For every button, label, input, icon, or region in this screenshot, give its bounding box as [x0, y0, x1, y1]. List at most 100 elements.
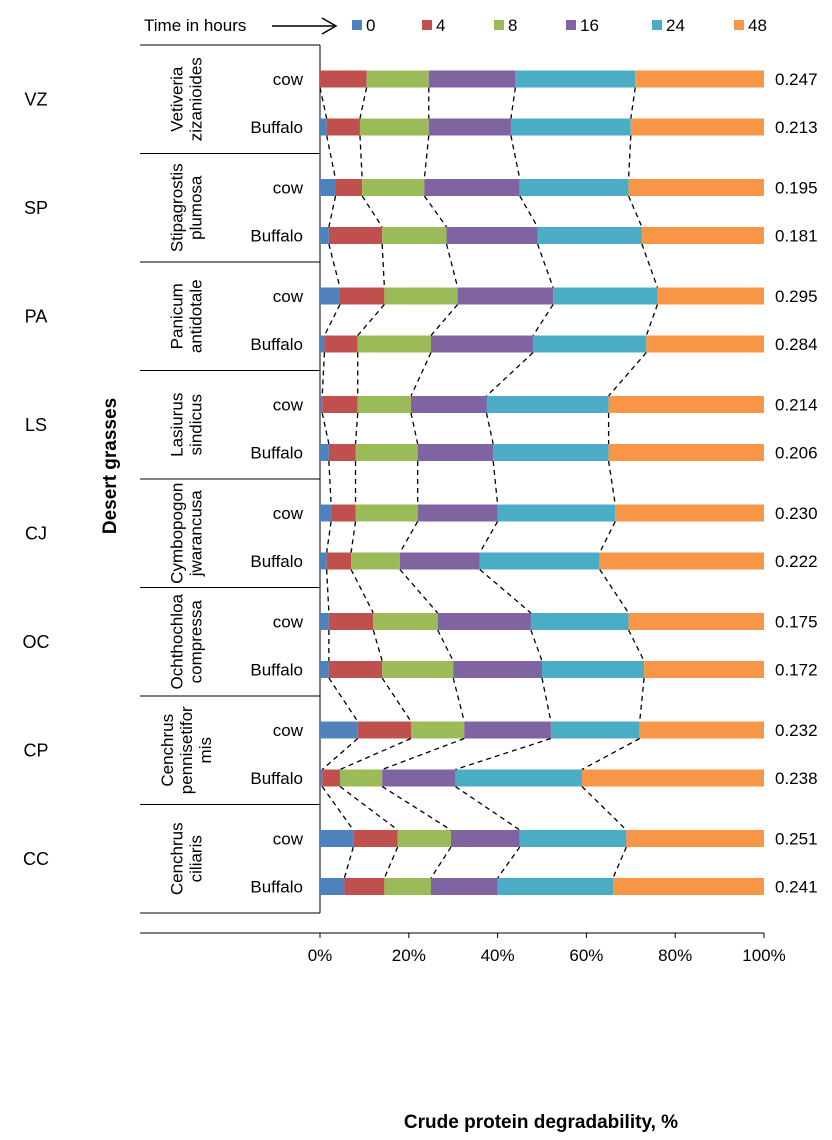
connector-dash — [423, 135, 430, 180]
bar-segment-PA-Buffalo-h48 — [646, 335, 764, 353]
connector-dash — [372, 629, 383, 662]
bar-segment-CC-cow-h16 — [450, 830, 520, 847]
bar-animal-label: cow — [273, 287, 304, 306]
bar-segment-LS-cow-h24 — [486, 396, 609, 413]
bar-segment-CJ-cow-h48 — [615, 504, 764, 522]
legend-label-0: 0 — [366, 16, 375, 35]
group-code: OC — [23, 632, 50, 652]
bar-animal-label: cow — [273, 396, 304, 415]
connector-dash — [323, 304, 341, 336]
bar-segment-CC-Buffalo-h48 — [613, 878, 764, 895]
connector-dash — [381, 785, 452, 831]
group-species-name: Cymbopogonjwarancusa — [168, 483, 206, 584]
bar-segment-CP-Buffalo-h24 — [455, 769, 582, 787]
bar-segment-LS-Buffalo-h48 — [608, 444, 764, 461]
bar-segment-VZ-cow-h48 — [635, 70, 764, 88]
group-species-name: Stipagrostisplumosa — [168, 163, 206, 252]
bar-animal-label: Buffalo — [250, 878, 303, 897]
bar-segment-VZ-Buffalo-h24 — [510, 118, 631, 136]
bar-segment-OC-cow-h48 — [628, 613, 764, 630]
connector-dash — [423, 195, 448, 228]
bar-value-label: 0.251 — [775, 830, 818, 849]
bar-animal-label: Buffalo — [250, 769, 303, 788]
connector-dash — [339, 785, 399, 831]
bar-value-label: 0.232 — [775, 721, 818, 740]
bar-segment-OC-Buffalo-h0 — [320, 661, 329, 678]
bar-segment-CJ-Buffalo-h0 — [320, 552, 327, 570]
bar-segment-PA-cow-h24 — [553, 287, 658, 305]
bar-segment-LS-cow-h48 — [608, 396, 764, 413]
legend: Time in hours 0 4 8 16 24 48 — [144, 16, 767, 35]
group-code: LS — [25, 415, 47, 435]
bar-segment-CC-Buffalo-h24 — [497, 878, 614, 895]
bar-animal-label: Buffalo — [250, 118, 303, 137]
group-code: CC — [23, 849, 49, 869]
bar-segment-OC-Buffalo-h48 — [644, 661, 764, 678]
x-axis: Crude protein degradability, % Desert gr… — [100, 398, 786, 1133]
legend-label-24: 24 — [666, 16, 685, 35]
legend-title: Time in hours — [144, 16, 246, 35]
bar-segment-SP-Buffalo-h24 — [537, 227, 642, 244]
bar-segment-CP-Buffalo-h4 — [322, 769, 340, 787]
bar-segment-SP-Buffalo-h8 — [382, 227, 447, 244]
connector-dash — [479, 569, 532, 614]
bar-segment-CJ-cow-h16 — [417, 504, 498, 522]
bar-value-label: 0.241 — [775, 878, 818, 897]
bar-value-label: 0.195 — [775, 179, 818, 198]
x-tick-label: 60% — [569, 946, 603, 965]
group-species-name: Panicumantidotale — [168, 279, 206, 353]
bar-segment-SP-Buffalo-h0 — [320, 227, 329, 244]
bar-segment-CJ-Buffalo-h8 — [351, 552, 400, 570]
bar-animal-label: Buffalo — [250, 552, 303, 571]
bar-segment-PA-cow-h4 — [339, 287, 385, 305]
x-tick-label: 80% — [658, 946, 692, 965]
bar-segment-CC-Buffalo-h0 — [320, 878, 345, 895]
bar-segment-CC-Buffalo-h4 — [344, 878, 385, 895]
bar-segment-SP-Buffalo-h48 — [641, 227, 764, 244]
bar-segment-CJ-cow-h24 — [497, 504, 616, 522]
bar-segment-OC-cow-h0 — [320, 613, 329, 630]
connector-dash — [361, 195, 383, 228]
bar-value-label: 0.222 — [775, 552, 818, 571]
bar-segment-PA-cow-h8 — [384, 287, 458, 305]
connector-dash — [321, 738, 359, 770]
group-code: CJ — [25, 523, 47, 543]
connector-dash — [328, 677, 359, 722]
x-axis-title: Crude protein degradability, % — [404, 1112, 678, 1133]
bar-segment-OC-cow-h4 — [328, 613, 374, 630]
connector-dash — [437, 629, 454, 662]
connector-dash — [452, 677, 465, 722]
bar-segment-OC-Buffalo-h8 — [382, 661, 454, 678]
connector-dash — [497, 846, 521, 879]
bar-segment-CP-cow-h0 — [320, 721, 358, 739]
bar-segment-SP-cow-h24 — [519, 179, 629, 196]
connector-dash — [641, 243, 659, 288]
bar-segment-SP-cow-h4 — [335, 179, 363, 196]
bar-segment-SP-Buffalo-h16 — [446, 227, 538, 244]
bars — [320, 70, 764, 895]
legend-swatch-24 — [652, 20, 662, 30]
group-code: VZ — [24, 89, 47, 109]
bar-segment-PA-cow-h0 — [320, 287, 340, 305]
connector-dash — [430, 846, 452, 879]
bar-segment-CJ-cow-h4 — [331, 504, 356, 522]
bar-segment-VZ-Buffalo-h0 — [320, 118, 327, 136]
bar-segment-OC-Buffalo-h4 — [328, 661, 383, 678]
bar-segment-CP-Buffalo-h8 — [339, 769, 383, 787]
group-species-name: Cenchruspennisetiformis — [158, 706, 215, 794]
connector-dash — [326, 569, 330, 614]
group-code: PA — [25, 306, 48, 326]
connector-dash — [359, 135, 363, 180]
bar-value-label: 0.247 — [775, 70, 818, 89]
bar-segment-CJ-Buffalo-h24 — [479, 552, 600, 570]
bar-segment-OC-Buffalo-h16 — [453, 661, 542, 678]
bar-value-label: 0.284 — [775, 335, 818, 354]
bar-segment-LS-Buffalo-h8 — [355, 444, 418, 461]
legend-label-48: 48 — [748, 16, 767, 35]
bar-segment-LS-cow-h8 — [357, 396, 412, 413]
bar-segment-PA-cow-h16 — [457, 287, 554, 305]
connector-dash — [383, 846, 399, 879]
connector-dash — [599, 521, 616, 553]
legend-label-8: 8 — [508, 16, 517, 35]
connector-lines — [319, 87, 659, 879]
